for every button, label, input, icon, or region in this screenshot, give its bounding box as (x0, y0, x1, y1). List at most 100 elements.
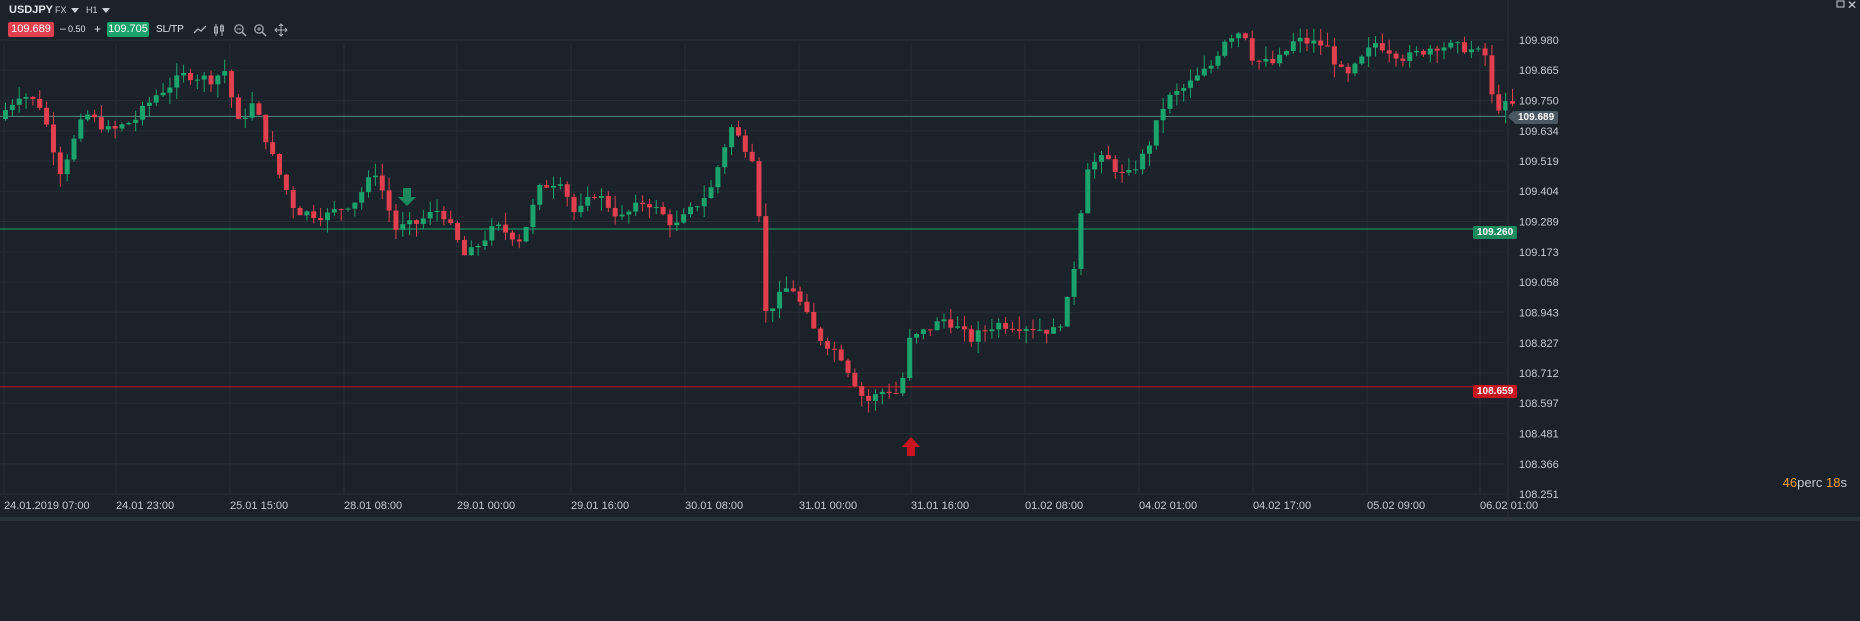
candle-body (1208, 65, 1214, 69)
candle-body (92, 114, 98, 118)
candle-body (1181, 87, 1187, 91)
candle-body (1270, 58, 1276, 64)
y-tick-label: 108.366 (1519, 459, 1559, 471)
candle-body (797, 291, 803, 302)
candle-body (886, 391, 892, 394)
candle-body (1338, 64, 1344, 67)
y-tick-label: 109.865 (1519, 65, 1559, 77)
candle-body (893, 393, 899, 395)
candle-body (948, 319, 954, 328)
candle-body (845, 360, 851, 373)
x-tick-label: 28.01 08:00 (344, 500, 402, 512)
candle-body (1064, 296, 1070, 327)
sell-signal-arrow-icon (398, 188, 416, 206)
y-tick-label: 109.980 (1519, 35, 1559, 47)
x-tick-label: 04.02 17:00 (1253, 500, 1311, 512)
zoom-out-icon[interactable] (233, 23, 247, 37)
candle-body (989, 329, 995, 332)
candle-body (1016, 329, 1022, 331)
timeframe-dropdown[interactable]: H1 (86, 5, 110, 15)
market-dropdown[interactable]: FX (55, 5, 79, 15)
candle-body (818, 328, 824, 341)
buy-button[interactable]: 109.705 (107, 22, 149, 37)
y-tick-label: 108.481 (1519, 429, 1559, 441)
candle-body (1455, 42, 1461, 44)
candle-body (1304, 37, 1310, 44)
candle-body (1236, 33, 1241, 39)
candle-body (140, 105, 145, 120)
candle-body (1277, 54, 1283, 64)
candle-body (1345, 66, 1351, 74)
y-tick-label: 109.173 (1519, 247, 1559, 259)
candle-body (222, 71, 228, 76)
line-chart-icon[interactable] (193, 23, 207, 37)
candle-body (1420, 50, 1426, 55)
candle-body (3, 110, 8, 120)
candle-body (729, 127, 735, 148)
candle-body (1373, 43, 1378, 48)
candle-body (667, 214, 673, 226)
candle-body (749, 151, 755, 162)
candles (3, 28, 1515, 413)
candle-body (304, 211, 310, 216)
chart-scrollbar[interactable] (0, 517, 1860, 521)
candle-body (1188, 80, 1194, 88)
sltp-button[interactable]: SL/TP (156, 24, 184, 35)
candle-body (434, 210, 440, 213)
candle-body (1496, 94, 1502, 111)
restore-icon[interactable] (1836, 0, 1845, 12)
candle-body (359, 192, 365, 203)
candle-body (270, 142, 276, 154)
x-tick-label: 31.01 16:00 (911, 500, 969, 512)
candle-body (770, 308, 776, 312)
candle-body (1099, 155, 1104, 162)
candle-body (585, 196, 591, 206)
candle-body (208, 75, 214, 85)
candle-body (920, 329, 926, 335)
sell-button[interactable]: 109.689 (8, 22, 54, 37)
candles-icon[interactable] (213, 23, 227, 37)
candle-body (153, 95, 159, 103)
zoom-in-icon[interactable] (253, 23, 267, 37)
candle-body (331, 209, 337, 213)
close-icon[interactable]: ✕ (1847, 0, 1858, 12)
price-chart[interactable]: 109.980 109.865 109.750 109.634 109.519 109.4… (0, 0, 1860, 521)
candle-body (1160, 108, 1166, 121)
candle-body (194, 79, 200, 81)
symbol-label[interactable]: USDJPY (9, 4, 54, 16)
candle-body (64, 159, 70, 175)
candle-body (1482, 48, 1488, 56)
candle-body (414, 220, 419, 224)
candle-body (277, 153, 282, 175)
candle-body (57, 152, 63, 175)
candle-body (523, 227, 529, 242)
x-axis: 24.01.2019 07:00 24.01 23:00 25.01 15:00 28… (4, 500, 1538, 512)
candle-body (900, 378, 906, 394)
candle-body (1407, 52, 1413, 61)
candle-body (1290, 41, 1296, 52)
sell-level-tag[interactable]: 108.659 (1473, 385, 1518, 398)
candle-body (825, 340, 830, 349)
current-price-pointer (1507, 110, 1514, 123)
candle-body (1448, 42, 1454, 48)
candle-body (777, 291, 783, 309)
candle-body (1030, 328, 1036, 331)
candle-body (982, 330, 988, 332)
candle-body (838, 349, 844, 361)
candle-body (1318, 40, 1324, 46)
candle-body (1503, 101, 1509, 111)
spread-increase-button[interactable]: + (94, 22, 102, 36)
candle-body (1414, 50, 1420, 53)
candle-body (571, 196, 577, 213)
spread-decrease-button[interactable]: – (60, 23, 67, 35)
candle-body (215, 75, 221, 85)
candle-body (187, 72, 193, 81)
candle-body (372, 175, 378, 178)
crosshair-icon[interactable] (274, 23, 288, 37)
buy-level-tag[interactable]: 109.260 (1473, 226, 1518, 239)
candle-body (1133, 169, 1139, 171)
candle-body (783, 288, 789, 292)
x-tick-label: 29.01 16:00 (571, 500, 629, 512)
candle-body (1153, 120, 1159, 146)
candle-body (1393, 53, 1399, 59)
